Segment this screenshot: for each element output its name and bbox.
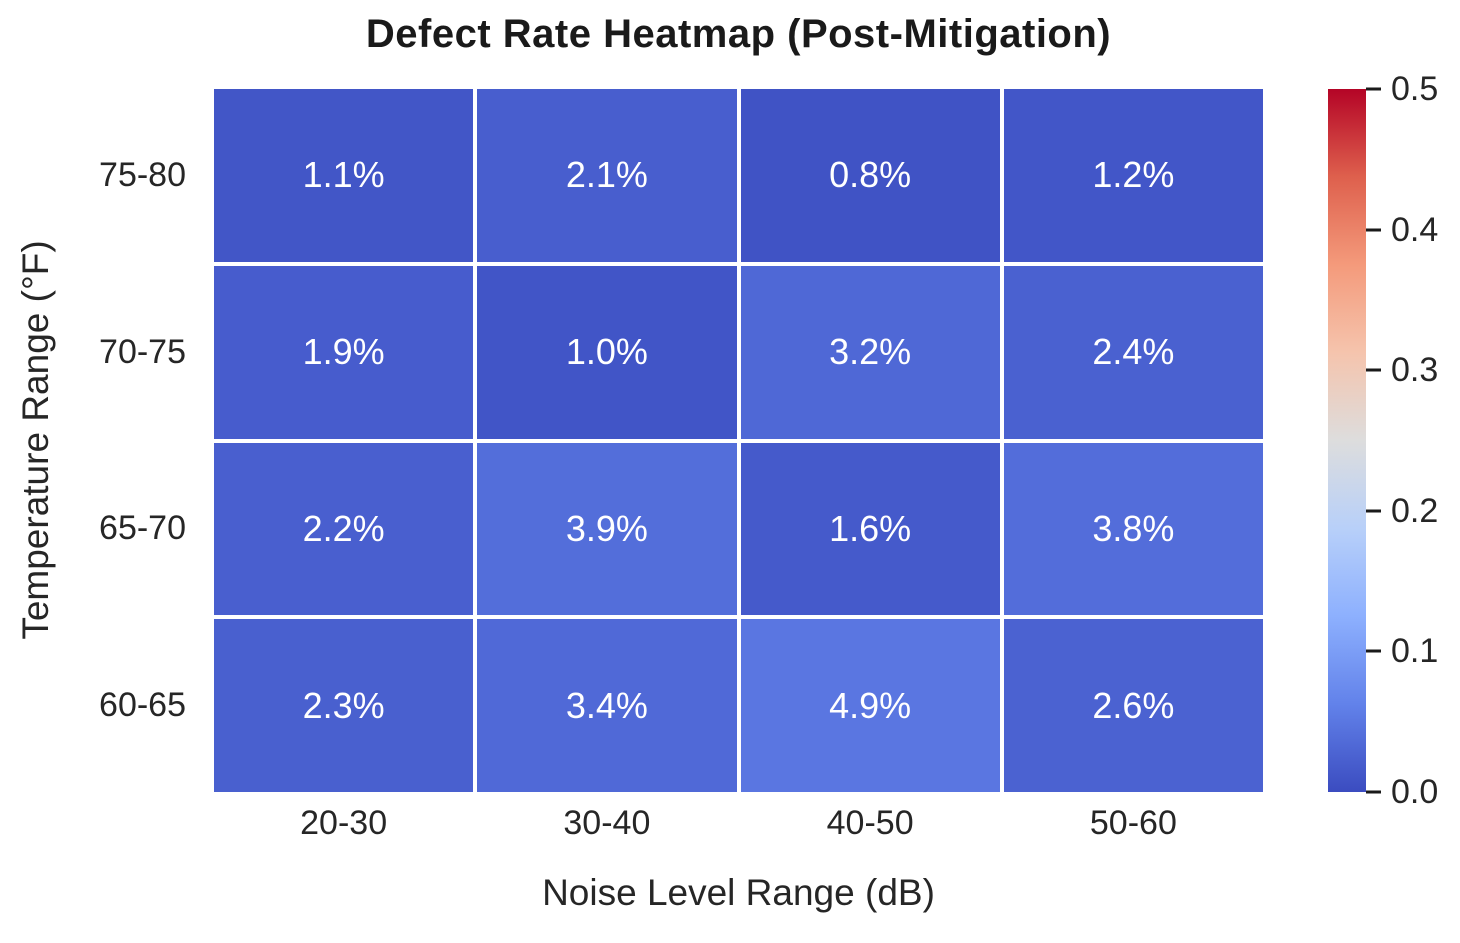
- colorbar-tick-label-0.4: 0.4: [1391, 210, 1439, 249]
- heatmap-cell-75-80-20-30: 1.1%: [214, 89, 474, 262]
- heatmap-cell-65-70-30-40: 3.9%: [477, 442, 737, 616]
- heatmap-cell-60-65-20-30: 2.3%: [214, 619, 474, 792]
- x-tick-label-50-60: 50-60: [1089, 803, 1177, 842]
- colorbar-tick-label-0.1: 0.1: [1391, 632, 1439, 671]
- x-tick-label-20-30: 20-30: [300, 803, 388, 842]
- colorbar-tick-mark-0.1: [1366, 649, 1381, 653]
- heatmap-cell-75-80-40-50: 0.8%: [740, 89, 1000, 262]
- x-tick-label-30-40: 30-40: [563, 803, 651, 842]
- colorbar-tick-mark-0.4: [1366, 228, 1381, 232]
- y-tick-label-75-80: 75-80: [99, 155, 186, 194]
- heatmap-cell-70-75-20-30: 1.9%: [214, 265, 474, 439]
- colorbar-tick-mark-0.2: [1366, 509, 1381, 513]
- y-tick-label-65-70: 65-70: [99, 509, 186, 548]
- colorbar-ticks: 0.0 0.1 0.2 0.3 0.4 0.5: [1366, 72, 1460, 809]
- colorbar-tick-mark-0.3: [1366, 368, 1381, 372]
- heatmap-cell-70-75-50-60: 2.4%: [1003, 265, 1263, 439]
- colorbar-tick-label-0.5: 0.5: [1391, 70, 1439, 108]
- colorbar-tick-mark-0.0: [1366, 790, 1381, 794]
- heatmap-cell-70-75-40-50: 3.2%: [740, 265, 1000, 439]
- chart-title: Defect Rate Heatmap (Post-Mitigation): [365, 12, 1112, 56]
- heatmap-cell-65-70-40-50: 1.6%: [740, 442, 1000, 616]
- x-axis-title: Noise Level Range (dB): [542, 872, 935, 913]
- y-tick-label-60-65: 60-65: [99, 686, 186, 725]
- heatmap-cell-75-80-30-40: 2.1%: [477, 89, 737, 262]
- heatmap-grid: 1.1% 2.1% 0.8% 1.2% 1.9% 1.0% 3.2% 2.4% 2.2% 3.9%…: [214, 89, 1263, 792]
- heatmap-cell-60-65-40-50: 4.9%: [740, 619, 1000, 792]
- x-axis-tick-labels: 20-30 30-40 40-50 50-60: [214, 800, 1263, 846]
- heatmap-cell-65-70-20-30: 2.2%: [214, 442, 474, 616]
- x-tick-label-40-50: 40-50: [826, 803, 914, 842]
- heatmap-cell-75-80-50-60: 1.2%: [1003, 89, 1263, 262]
- heatmap-cell-65-70-50-60: 3.8%: [1003, 442, 1263, 616]
- y-tick-label-70-75: 70-75: [99, 332, 186, 371]
- heatmap-cell-60-65-50-60: 2.6%: [1003, 619, 1263, 792]
- colorbar-tick-mark-0.5: [1366, 87, 1381, 91]
- colorbar-gradient: [1328, 89, 1366, 792]
- colorbar-tick-label-0.2: 0.2: [1391, 491, 1439, 530]
- colorbar-tick-label-0.0: 0.0: [1391, 773, 1439, 811]
- heatmap-cell-70-75-30-40: 1.0%: [477, 265, 737, 439]
- heatmap-cell-60-65-30-40: 3.4%: [477, 619, 737, 792]
- y-axis-tick-labels: 75-80 70-75 65-70 60-65: [0, 89, 186, 792]
- colorbar-tick-label-0.3: 0.3: [1391, 351, 1439, 390]
